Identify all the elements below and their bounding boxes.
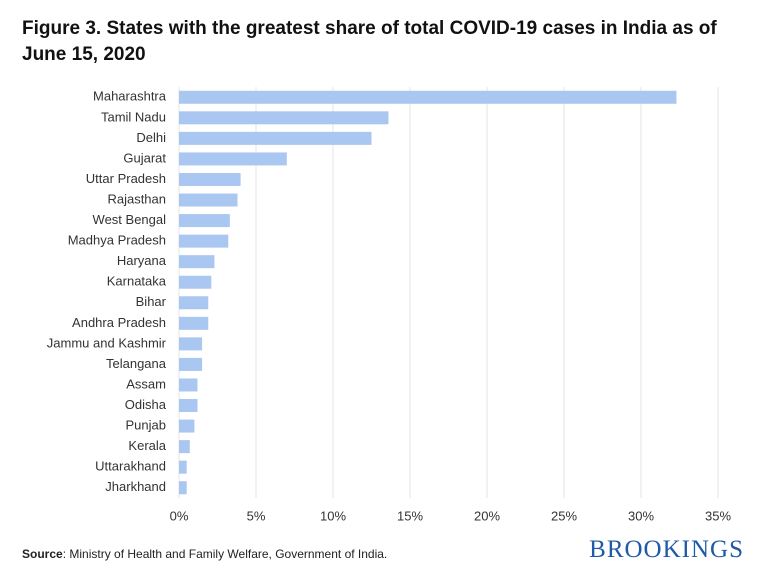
x-tick-label: 5% bbox=[247, 508, 266, 523]
bar bbox=[179, 316, 209, 330]
y-tick-label: Telangana bbox=[106, 356, 167, 371]
bar bbox=[179, 131, 372, 145]
y-tick-label: Rajasthan bbox=[107, 191, 166, 206]
x-tick-label: 30% bbox=[628, 508, 654, 523]
y-tick-label: West Bengal bbox=[93, 212, 167, 227]
y-tick-label: Jharkhand bbox=[105, 479, 166, 494]
y-tick-label: Uttar Pradesh bbox=[86, 171, 166, 186]
bar bbox=[179, 481, 187, 495]
y-tick-label: Bihar bbox=[136, 294, 167, 309]
x-tick-label: 20% bbox=[474, 508, 500, 523]
y-tick-label: Andhra Pradesh bbox=[72, 315, 166, 330]
bar bbox=[179, 399, 198, 413]
bar bbox=[179, 460, 187, 474]
bar bbox=[179, 357, 203, 371]
brand-logo: BROOKINGS bbox=[589, 536, 744, 563]
bar bbox=[179, 378, 198, 392]
y-tick-label: Jammu and Kashmir bbox=[47, 335, 167, 350]
y-tick-label: Haryana bbox=[117, 253, 167, 268]
source-label: Source bbox=[22, 547, 63, 561]
source: Source: Ministry of Health and Family We… bbox=[22, 547, 387, 561]
y-tick-label: Delhi bbox=[136, 130, 166, 145]
y-tick-label: Punjab bbox=[126, 418, 166, 433]
y-tick-label: Karnataka bbox=[107, 274, 167, 289]
x-tick-label: 10% bbox=[320, 508, 346, 523]
x-tick-label: 0% bbox=[170, 508, 189, 523]
bar bbox=[179, 152, 287, 166]
x-tick-label: 35% bbox=[705, 508, 731, 523]
bar bbox=[179, 111, 389, 125]
y-tick-label: Kerala bbox=[128, 438, 166, 453]
bar bbox=[179, 296, 209, 310]
bar bbox=[179, 234, 229, 248]
bar bbox=[179, 193, 238, 207]
y-tick-label: Assam bbox=[126, 376, 166, 391]
bar bbox=[179, 419, 195, 433]
chart-title: Figure 3. States with the greatest share… bbox=[22, 18, 717, 65]
y-tick-label: Uttarakhand bbox=[95, 459, 166, 474]
y-tick-label: Maharashtra bbox=[93, 89, 167, 104]
y-tick-label: Madhya Pradesh bbox=[68, 233, 166, 248]
y-tick-label: Gujarat bbox=[123, 150, 166, 165]
x-tick-label: 25% bbox=[551, 508, 577, 523]
y-tick-label: Tamil Nadu bbox=[101, 109, 166, 124]
y-tick-label: Odisha bbox=[125, 397, 167, 412]
x-tick-label: 15% bbox=[397, 508, 423, 523]
bar bbox=[179, 255, 215, 269]
bar bbox=[179, 337, 203, 351]
source-text: : Ministry of Health and Family Welfare,… bbox=[62, 547, 388, 561]
bar bbox=[179, 440, 190, 454]
bar bbox=[179, 275, 212, 289]
bar bbox=[179, 90, 677, 104]
bar bbox=[179, 214, 230, 228]
bar bbox=[179, 172, 241, 186]
